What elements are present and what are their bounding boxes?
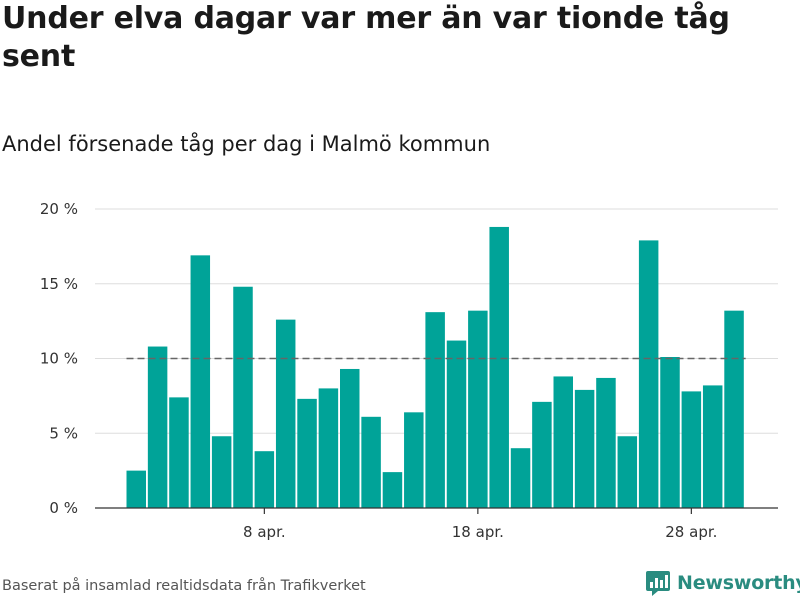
- bar: [190, 255, 211, 508]
- brand-name: Newsworthy: [677, 572, 800, 594]
- x-axis: [95, 507, 778, 514]
- bar: [574, 389, 595, 508]
- x-tick-label: 28 apr.: [665, 523, 717, 541]
- y-tick-label: 20 %: [40, 200, 78, 218]
- bar: [297, 398, 317, 508]
- y-tick-label: 10 %: [40, 350, 78, 368]
- chart-title: Under elva dagar var mer än var tionde t…: [2, 1, 730, 74]
- bar: [510, 448, 531, 508]
- bar: [553, 376, 573, 508]
- bar: [382, 472, 403, 508]
- newsworthy-logo-icon: [646, 571, 670, 596]
- chart-subtitle: Andel försenade tåg per dag i Malmö komm…: [2, 132, 491, 156]
- bar: [468, 310, 488, 508]
- bar: [233, 286, 253, 508]
- bar: [340, 368, 360, 508]
- x-tick-label: 18 apr.: [452, 523, 504, 541]
- bar: [147, 346, 168, 508]
- x-tick-label: 8 apr.: [243, 523, 286, 541]
- bar: [169, 397, 189, 508]
- bars: [126, 226, 744, 508]
- bar: [318, 388, 339, 508]
- bar: [702, 385, 723, 508]
- bar: [617, 436, 638, 508]
- bar: [361, 416, 381, 508]
- bar: [638, 240, 659, 508]
- newsworthy-logo[interactable]: Newsworthy: [645, 568, 800, 598]
- bar: [724, 310, 744, 508]
- bar: [425, 312, 445, 508]
- bar: [275, 319, 296, 508]
- bar: [489, 226, 509, 508]
- bar: [254, 451, 275, 508]
- bar: [126, 470, 146, 508]
- bar: [446, 340, 467, 508]
- y-tick-label: 0 %: [49, 499, 78, 517]
- bar: [596, 377, 616, 508]
- y-tick-label: 15 %: [40, 275, 78, 293]
- y-tick-label: 5 %: [49, 424, 78, 442]
- bar: [211, 436, 232, 508]
- source-note: Baserat på insamlad realtidsdata från Tr…: [2, 578, 366, 594]
- axis-labels: 0 % 5 % 10 % 15 % 20 % 8 apr. 18 apr. 28 apr.: [40, 200, 718, 541]
- bar: [404, 412, 424, 508]
- bar: [681, 391, 702, 508]
- bar: [532, 401, 552, 508]
- bar: [660, 357, 680, 508]
